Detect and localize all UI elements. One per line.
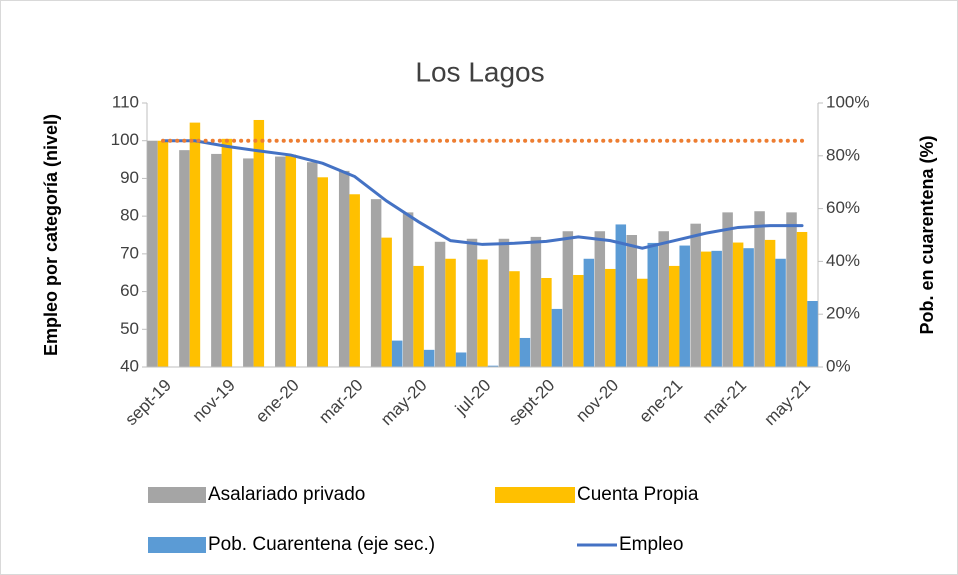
bar: [477, 259, 488, 367]
bar: [732, 242, 744, 367]
y-tick-label: 70: [120, 243, 139, 262]
y-axis-title: Empleo por categoría (nivel): [41, 114, 61, 356]
bar: [179, 150, 190, 367]
bar: [626, 235, 638, 367]
bar: [807, 301, 818, 367]
bar: [211, 153, 222, 367]
bar: [679, 245, 690, 367]
y-tick-label: 40: [120, 356, 139, 375]
bar: [338, 170, 350, 367]
bar: [615, 224, 627, 367]
bar: [637, 278, 648, 367]
line: [161, 139, 804, 250]
y-tick-label: 110: [112, 92, 139, 111]
bar: [434, 241, 446, 367]
bar: [253, 119, 265, 367]
bar: [275, 156, 286, 367]
bar: [573, 274, 584, 367]
bar: [317, 177, 328, 367]
legend-swatch: [495, 487, 575, 503]
y-tick-label: 80: [120, 206, 139, 225]
y-tick-label: 60: [120, 281, 139, 300]
bar: [711, 250, 722, 367]
y-tick-label: 90: [120, 168, 139, 187]
bar: [530, 236, 542, 367]
bar: [221, 138, 233, 367]
bar: [349, 194, 360, 367]
bar: [605, 268, 616, 367]
bar: [423, 349, 435, 367]
bar: [754, 211, 765, 367]
bar: [722, 212, 733, 367]
bar: [381, 237, 392, 367]
bar: [157, 140, 169, 367]
y-tick-label: 50: [120, 319, 139, 338]
bar: [583, 258, 595, 367]
bar: [413, 265, 424, 367]
bar: [391, 340, 403, 367]
y2-axis-title: Pob. en cuarentena (%): [917, 135, 937, 334]
bar: [796, 231, 808, 367]
y2-tick-label: 60%: [826, 198, 860, 217]
bar: [562, 231, 574, 367]
y2-tick-label: 100%: [826, 92, 869, 111]
bar: [455, 352, 467, 367]
bar: [658, 231, 669, 367]
bar: [541, 277, 552, 367]
bar: [306, 162, 318, 367]
y-tick-label: 100: [111, 130, 139, 149]
legend-label: Cuenta Propia: [577, 484, 699, 505]
bar: [519, 337, 531, 367]
bar: [690, 223, 701, 367]
bar: [668, 265, 680, 367]
legend-label: Empleo: [619, 534, 683, 555]
y2-tick-label: 40%: [826, 251, 860, 270]
bar: [498, 238, 510, 367]
y2-tick-label: 80%: [826, 145, 860, 164]
legend-swatch: [148, 487, 206, 503]
y2-tick-label: 0%: [826, 356, 851, 375]
legend-label: Pob. Cuarentena (eje sec.): [208, 534, 435, 555]
legend-swatch: [148, 537, 206, 553]
bar: [487, 365, 499, 367]
bar: [243, 158, 254, 367]
bar: [594, 231, 606, 367]
bar: [370, 199, 382, 367]
bar: [647, 242, 659, 367]
bar: [466, 238, 478, 367]
bar: [509, 271, 520, 367]
y2-tick-label: 20%: [826, 304, 860, 323]
bar: [189, 122, 201, 368]
bar: [402, 212, 414, 367]
bar: [764, 239, 776, 367]
legend-label: Asalariado privado: [208, 484, 365, 505]
chart-title: Los Lagos: [415, 56, 544, 87]
bar: [775, 258, 786, 367]
bar: [285, 154, 297, 367]
bar: [743, 248, 754, 367]
bar: [445, 258, 456, 367]
bar: [551, 308, 563, 367]
bar: [786, 212, 797, 367]
bar: [700, 251, 712, 367]
bar: [147, 140, 158, 367]
